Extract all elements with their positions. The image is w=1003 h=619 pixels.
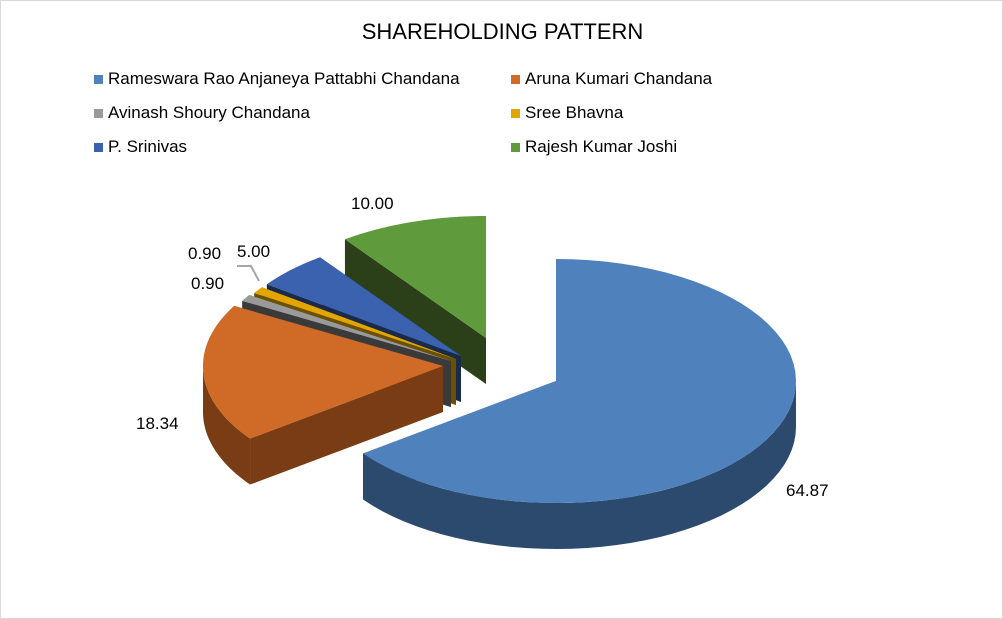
legend-label: Rameswara Rao Anjaneya Pattabhi Chandana [108, 69, 460, 88]
leader-line [237, 265, 260, 282]
legend-swatch [94, 142, 103, 152]
data-label: 0.90 [191, 274, 225, 293]
legend-swatch [94, 108, 103, 118]
legend-entry: P. Srinivas [94, 137, 187, 157]
data-label: 5.00 [237, 242, 271, 261]
pie-slice [344, 216, 486, 338]
legend-label: Sree Bhavna [525, 103, 624, 122]
data-label: 18.34 [136, 414, 179, 433]
pie-slice [363, 259, 796, 503]
legend-swatch [511, 108, 520, 118]
pie-slice [254, 287, 456, 359]
legend-label: Rajesh Kumar Joshi [525, 137, 678, 156]
legend-label: Aruna Kumari Chandana [525, 69, 713, 88]
slice-side-wall [344, 239, 486, 384]
chart-title: SHAREHOLDING PATTERN [361, 19, 644, 44]
legend-entry: Sree Bhavna [511, 103, 623, 123]
legend-entry: Rameswara Rao Anjaneya Pattabhi Chandana [94, 69, 460, 89]
data-label: 64.87 [786, 481, 829, 500]
legend-entry: Rajesh Kumar Joshi [511, 137, 677, 157]
legend-swatch [94, 74, 103, 84]
legend-swatch [511, 74, 520, 84]
slice-outer-wall [363, 381, 796, 549]
legend-entry: Aruna Kumari Chandana [511, 69, 712, 89]
legend-entry: Avinash Shoury Chandana [94, 103, 310, 123]
pie-slice [266, 257, 461, 356]
data-label: 0.90 [188, 244, 222, 263]
pie-slice [203, 305, 443, 439]
data-label: 10.00 [351, 194, 394, 213]
pie-slice [242, 294, 451, 361]
slice-outer-wall [203, 366, 251, 485]
legend-label: P. Srinivas [108, 137, 188, 156]
legend-label: Avinash Shoury Chandana [108, 103, 310, 122]
legend-swatch [511, 142, 520, 152]
